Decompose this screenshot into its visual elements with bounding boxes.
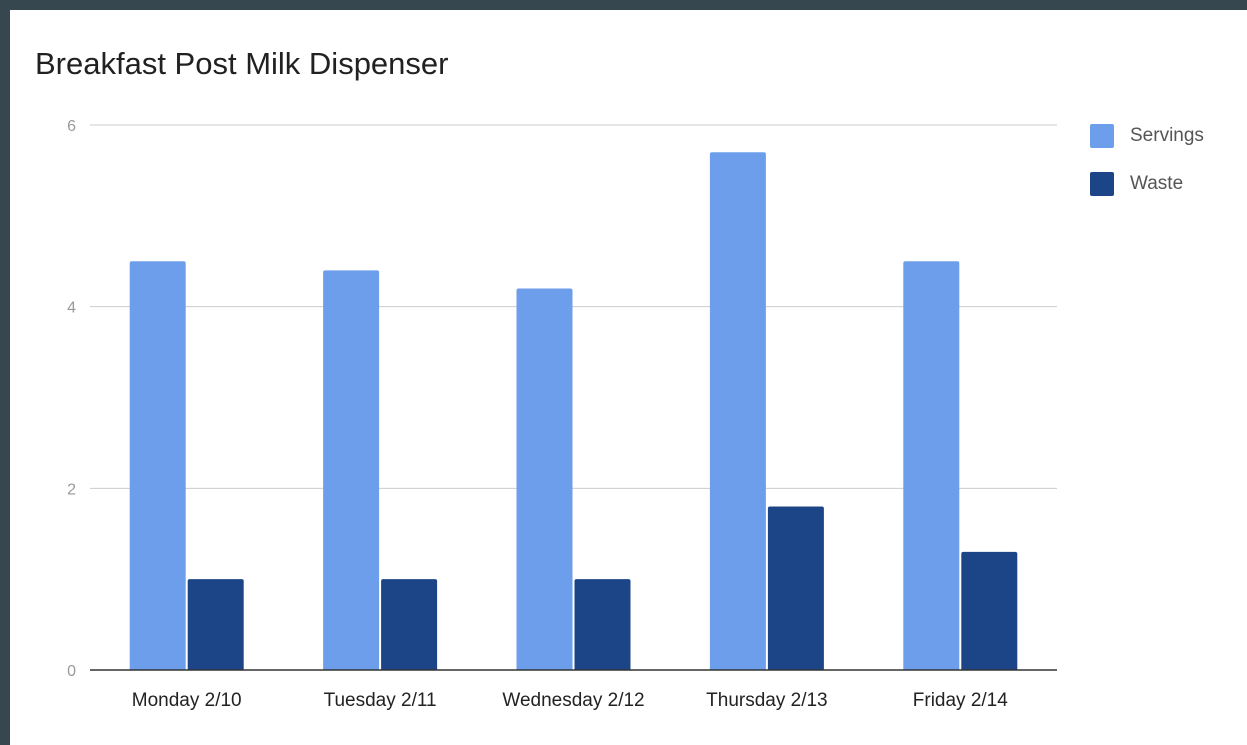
bar-waste-3 [767, 506, 824, 670]
bar-waste-1 [381, 579, 438, 670]
bar-servings-1 [323, 270, 380, 670]
y-tick-label: 6 [67, 118, 76, 135]
bars [129, 152, 1018, 670]
bar-servings-3 [709, 152, 766, 670]
y-axis-ticks: 0 2 4 6 [67, 118, 76, 680]
gridlines [90, 124, 1057, 489]
legend-swatch [1090, 124, 1114, 148]
bar-servings-0 [129, 261, 186, 670]
bar-servings-4 [903, 261, 960, 670]
legend-swatch [1090, 172, 1114, 196]
legend-label: Waste [1130, 173, 1184, 194]
x-tick-label: Friday 2/14 [913, 690, 1008, 711]
y-tick-label: 4 [67, 300, 76, 317]
legend-item-servings: Servings [1090, 112, 1204, 160]
legend-label: Servings [1130, 125, 1204, 146]
bar-waste-2 [574, 579, 631, 670]
x-tick-label: Monday 2/10 [132, 690, 242, 711]
y-tick-label: 0 [67, 663, 76, 680]
bar-waste-4 [961, 551, 1018, 670]
bar-waste-0 [187, 579, 244, 670]
legend: Servings Waste [1090, 112, 1204, 208]
x-tick-label: Wednesday 2/12 [502, 690, 644, 711]
x-tick-label: Thursday 2/13 [706, 690, 827, 711]
legend-item-waste: Waste [1090, 160, 1204, 208]
x-axis-ticks: Monday 2/10 Tuesday 2/11 Wednesday 2/12 Thu… [132, 690, 1008, 711]
chart-title: Breakfast Post Milk Dispenser [35, 46, 449, 81]
y-tick-label: 2 [67, 481, 76, 498]
x-tick-label: Tuesday 2/11 [324, 690, 437, 711]
bar-servings-2 [516, 288, 573, 670]
